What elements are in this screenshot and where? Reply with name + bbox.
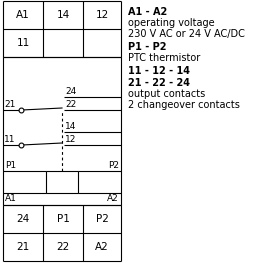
Text: 230 V AC or 24 V AC/DC: 230 V AC or 24 V AC/DC — [128, 29, 245, 39]
Text: 11: 11 — [4, 135, 16, 144]
Text: 14: 14 — [65, 122, 76, 131]
Text: P1: P1 — [56, 214, 69, 224]
Text: P2: P2 — [96, 214, 109, 224]
Text: 21 - 22 - 24: 21 - 22 - 24 — [128, 78, 190, 88]
Text: 22: 22 — [56, 242, 70, 252]
Text: P2: P2 — [108, 161, 119, 170]
Text: 12: 12 — [95, 10, 109, 20]
Text: P1: P1 — [5, 161, 16, 170]
Text: A2: A2 — [95, 242, 109, 252]
Text: A1: A1 — [5, 194, 17, 203]
Text: operating voltage: operating voltage — [128, 18, 215, 28]
Text: 11: 11 — [16, 38, 30, 48]
Text: 21: 21 — [16, 242, 30, 252]
Text: 24: 24 — [16, 214, 30, 224]
Text: 22: 22 — [65, 100, 76, 109]
Text: 24: 24 — [65, 87, 76, 96]
Text: 2 changeover contacts: 2 changeover contacts — [128, 100, 240, 110]
Text: A1: A1 — [16, 10, 30, 20]
Text: output contacts: output contacts — [128, 89, 205, 99]
Text: A2: A2 — [107, 194, 119, 203]
Text: PTC thermistor: PTC thermistor — [128, 53, 200, 63]
Bar — [46, 171, 78, 193]
Text: A1 - A2: A1 - A2 — [128, 7, 167, 17]
Text: 14: 14 — [56, 10, 70, 20]
Text: 11 - 12 - 14: 11 - 12 - 14 — [128, 66, 190, 76]
Text: 21: 21 — [4, 100, 15, 109]
Text: P1 - P2: P1 - P2 — [128, 42, 167, 52]
Text: 12: 12 — [65, 135, 76, 144]
